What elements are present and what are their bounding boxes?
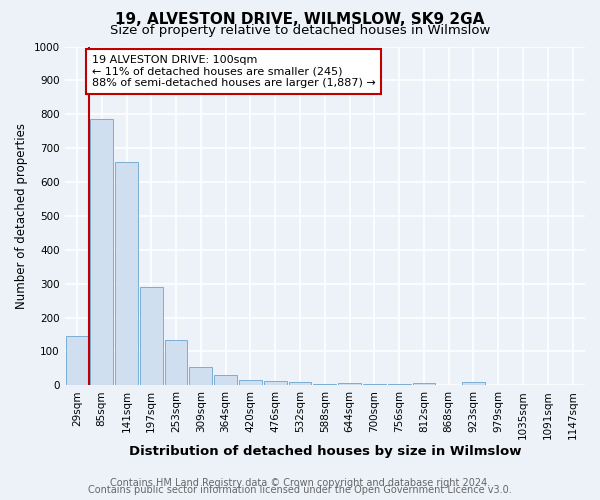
Bar	[115, 162, 138, 386]
Bar	[313, 384, 336, 386]
Text: Contains public sector information licensed under the Open Government Licence v3: Contains public sector information licen…	[88, 485, 512, 495]
X-axis label: Distribution of detached houses by size in Wilmslow: Distribution of detached houses by size …	[128, 444, 521, 458]
Bar	[363, 384, 386, 386]
Bar	[462, 382, 485, 386]
Bar	[190, 366, 212, 386]
Text: 19, ALVESTON DRIVE, WILMSLOW, SK9 2GA: 19, ALVESTON DRIVE, WILMSLOW, SK9 2GA	[115, 12, 485, 28]
Bar	[140, 287, 163, 386]
Bar	[388, 384, 410, 386]
Bar	[214, 375, 237, 386]
Text: Size of property relative to detached houses in Wilmslow: Size of property relative to detached ho…	[110, 24, 490, 37]
Bar	[338, 382, 361, 386]
Bar	[264, 381, 287, 386]
Text: 19 ALVESTON DRIVE: 100sqm
← 11% of detached houses are smaller (245)
88% of semi: 19 ALVESTON DRIVE: 100sqm ← 11% of detac…	[92, 55, 376, 88]
Y-axis label: Number of detached properties: Number of detached properties	[15, 123, 28, 309]
Bar	[413, 382, 436, 386]
Bar	[239, 380, 262, 386]
Text: Contains HM Land Registry data © Crown copyright and database right 2024.: Contains HM Land Registry data © Crown c…	[110, 478, 490, 488]
Bar	[65, 336, 88, 386]
Bar	[164, 340, 187, 386]
Bar	[289, 382, 311, 386]
Bar	[91, 120, 113, 386]
